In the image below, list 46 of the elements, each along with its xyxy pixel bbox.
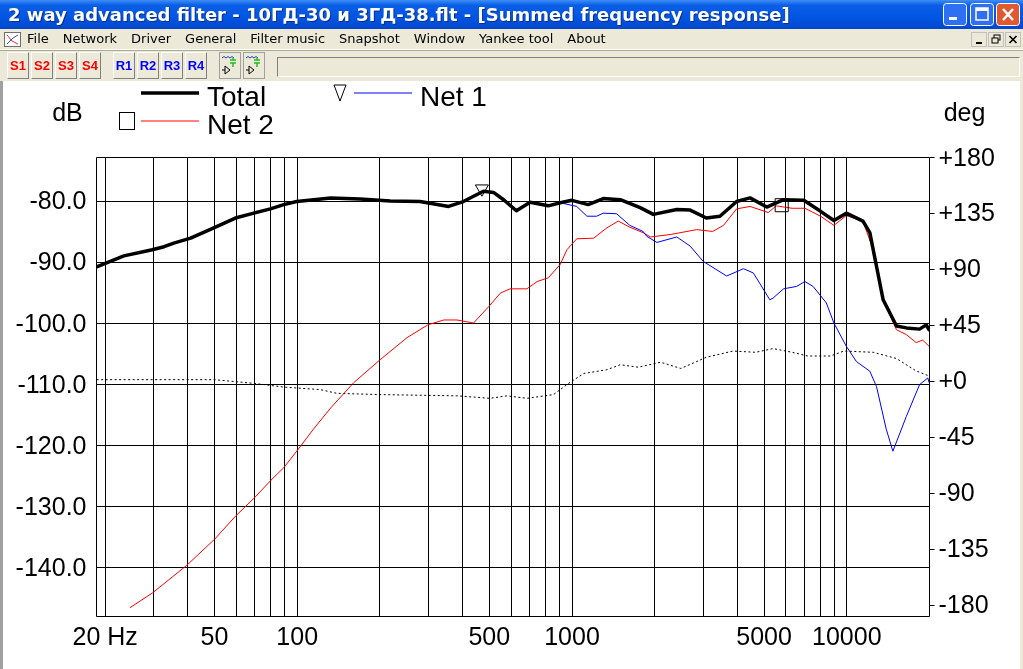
x-tick-label: 20 Hz — [72, 621, 138, 650]
y2-axis-title: deg — [943, 97, 986, 126]
button: R1 — [113, 52, 135, 79]
x-tick-label: 50 — [200, 621, 229, 650]
y2-tick-label: -180 — [938, 590, 989, 619]
text: About — [566, 31, 607, 46]
y2-tick-label: -45 — [938, 422, 975, 451]
y-tick-label: -80.0 — [29, 186, 87, 215]
text: Driver — [130, 31, 173, 46]
text: Filter music — [249, 31, 327, 46]
x-tick-label: 5000 — [736, 621, 792, 650]
y2-tick-label: +135 — [938, 198, 995, 227]
text: Network — [61, 31, 119, 46]
legend-label: Net 1 — [420, 81, 487, 112]
button: R2 — [137, 52, 159, 79]
y-tick-label: -100.0 — [15, 308, 87, 337]
y-tick-label: -120.0 — [15, 430, 87, 459]
x-tick-label: 500 — [468, 621, 511, 650]
y-tick-label: -140.0 — [15, 552, 87, 581]
text: File — [26, 31, 50, 46]
button: R3 — [161, 52, 183, 79]
text: Window — [412, 31, 467, 46]
button: S4 — [79, 52, 101, 79]
chart-title: 2 way advanced filter - 10ГД-30 и 3ГД-38.flt - [Summed frequency response] — [8, 4, 790, 25]
y-tick-label: -130.0 — [15, 491, 87, 520]
x-tick-label: 100 — [276, 621, 319, 650]
button: S2 — [31, 52, 53, 79]
y2-tick-label: +180 — [938, 142, 995, 171]
y2-tick-label: +90 — [938, 254, 981, 283]
text: Yankee tool — [478, 31, 555, 46]
text: Snapshot — [338, 31, 401, 46]
y-tick-label: -110.0 — [17, 369, 87, 398]
x-tick-label: 10000 — [812, 621, 882, 650]
y-axis-title: dB — [52, 97, 83, 126]
legend-label: Total — [207, 81, 267, 112]
y2-tick-label: +0 — [938, 366, 968, 395]
y2-tick-label: -135 — [938, 534, 989, 563]
button: S3 — [55, 52, 77, 79]
y2-tick-label: +45 — [938, 310, 981, 339]
button: S1 — [7, 52, 29, 79]
text: General — [184, 31, 238, 46]
y2-tick-label: -90 — [938, 478, 975, 507]
y-tick-label: -90.0 — [29, 247, 87, 276]
legend-label: Net 2 — [207, 109, 274, 140]
button: R4 — [185, 52, 207, 79]
x-tick-label: 1000 — [544, 621, 600, 650]
